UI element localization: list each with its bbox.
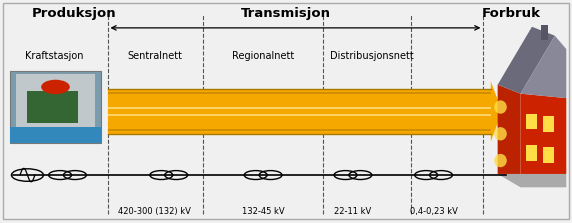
- Ellipse shape: [494, 100, 507, 114]
- Text: Lavspent: Lavspent: [426, 93, 467, 101]
- Polygon shape: [498, 174, 566, 187]
- Polygon shape: [498, 85, 521, 174]
- Text: 22-11 kV: 22-11 kV: [334, 207, 372, 216]
- Polygon shape: [491, 81, 502, 142]
- Ellipse shape: [494, 154, 507, 167]
- FancyBboxPatch shape: [10, 71, 101, 143]
- FancyBboxPatch shape: [27, 91, 78, 123]
- Ellipse shape: [41, 80, 70, 94]
- FancyBboxPatch shape: [108, 89, 491, 134]
- Text: 132-45 kV: 132-45 kV: [242, 207, 284, 216]
- FancyBboxPatch shape: [16, 74, 95, 127]
- Polygon shape: [521, 94, 566, 174]
- Text: Produksjon: Produksjon: [31, 7, 116, 20]
- Text: Forbruk: Forbruk: [482, 7, 541, 20]
- FancyBboxPatch shape: [543, 147, 554, 163]
- FancyBboxPatch shape: [543, 116, 554, 132]
- Ellipse shape: [494, 127, 507, 140]
- Polygon shape: [521, 36, 566, 98]
- Text: 420-300 (132) kV: 420-300 (132) kV: [118, 207, 191, 216]
- FancyBboxPatch shape: [526, 145, 537, 161]
- Text: Kraftstasjon: Kraftstasjon: [25, 51, 84, 61]
- Text: Distribusjonsnett: Distribusjonsnett: [330, 51, 414, 61]
- Text: Høyspent: Høyspent: [349, 93, 392, 101]
- FancyBboxPatch shape: [3, 3, 569, 219]
- FancyBboxPatch shape: [526, 114, 537, 129]
- Text: Transmisjon: Transmisjon: [241, 7, 331, 20]
- Text: 0,4-0,23 kV: 0,4-0,23 kV: [410, 207, 458, 216]
- FancyBboxPatch shape: [541, 25, 548, 40]
- Text: Sentralnett: Sentralnett: [127, 51, 182, 61]
- Text: Regionalnett: Regionalnett: [232, 51, 294, 61]
- Polygon shape: [498, 27, 555, 94]
- FancyBboxPatch shape: [10, 127, 101, 143]
